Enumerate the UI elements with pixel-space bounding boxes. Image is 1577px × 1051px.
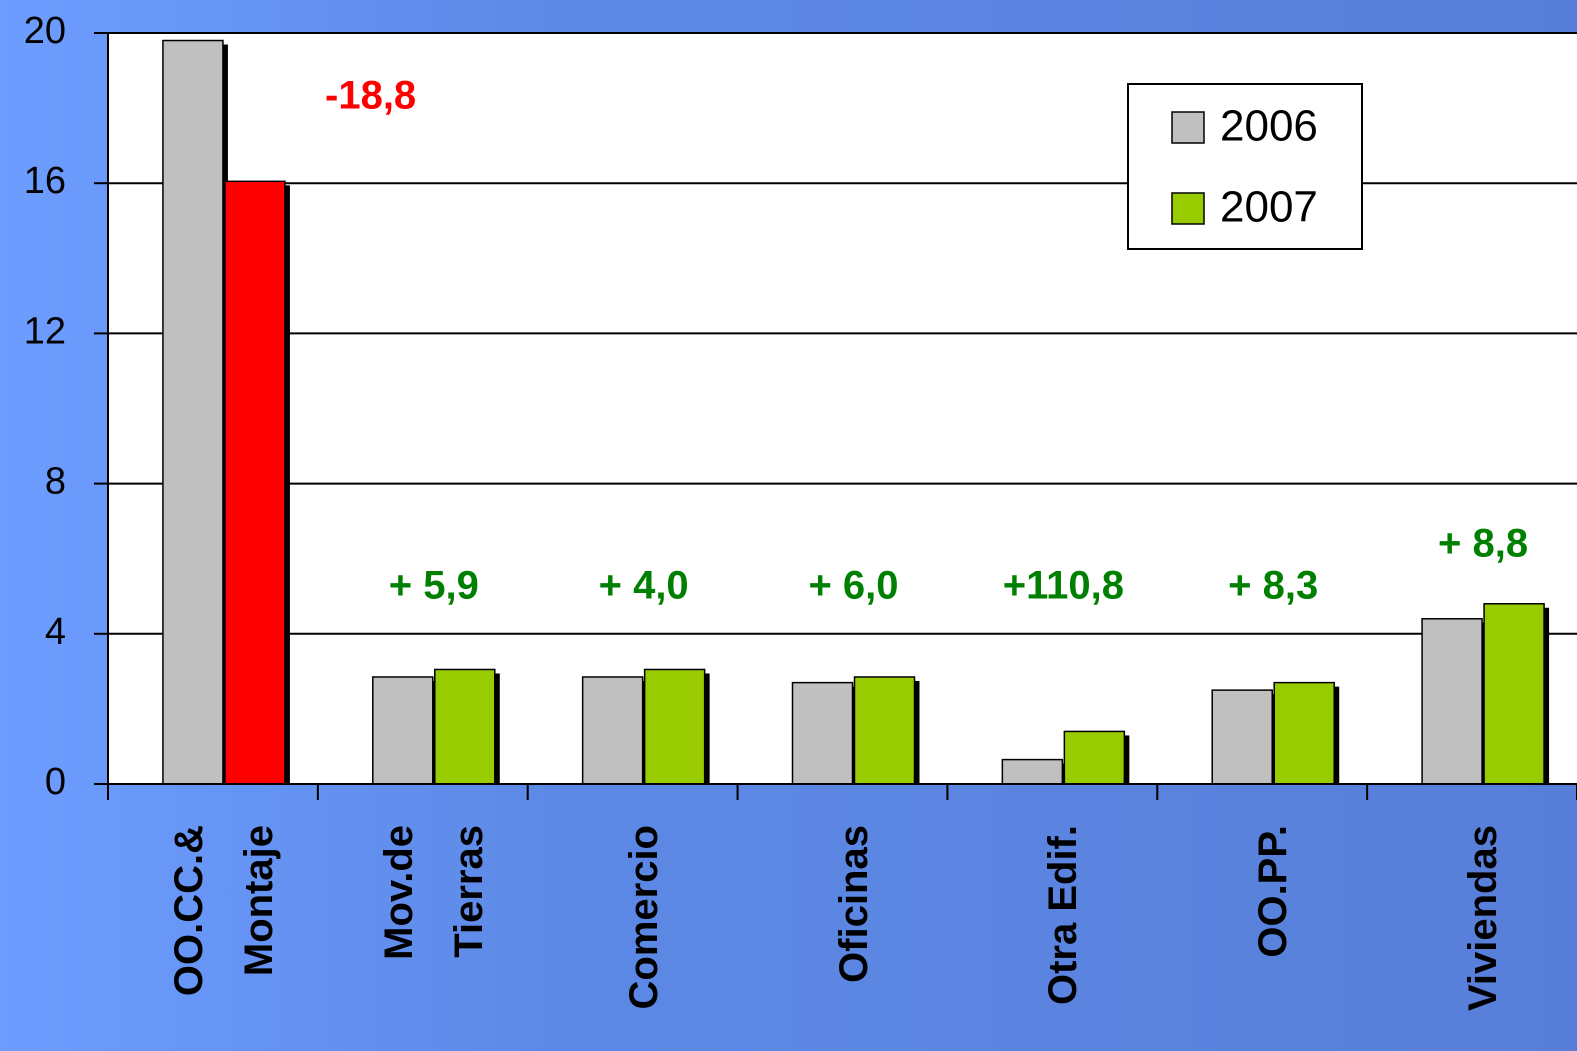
- annotation: + 8,3: [1228, 564, 1318, 608]
- bar: [372, 676, 434, 785]
- annotation: -18,8: [325, 74, 416, 118]
- x-tick-label: Viviendas: [1461, 825, 1506, 1012]
- x-tick-label: Oficinas: [831, 825, 876, 983]
- x-tick-label: OO.CC.& Montaje: [166, 825, 281, 997]
- bar: [1001, 758, 1064, 785]
- y-tick-label: 4: [45, 611, 66, 653]
- y-tick-label: 16: [24, 160, 66, 202]
- x-tick-label: Otra Edif.: [1041, 825, 1086, 1006]
- bar: [162, 39, 224, 785]
- annotation: + 8,8: [1438, 522, 1528, 566]
- bar: [224, 180, 286, 785]
- x-tick-label: OO.PP.: [1251, 825, 1296, 958]
- y-tick-label: 20: [24, 10, 66, 52]
- bar: [643, 668, 706, 785]
- annotation: + 4,0: [599, 564, 689, 608]
- legend-swatch: [1171, 111, 1205, 144]
- bar: [791, 681, 854, 785]
- bar: [1063, 730, 1126, 785]
- bar: [1211, 689, 1273, 785]
- y-tick-label: 8: [45, 461, 66, 503]
- bar: [1421, 618, 1483, 785]
- annotation: + 5,9: [389, 564, 479, 608]
- bar: [434, 668, 496, 785]
- x-tick-label: Comercio: [621, 825, 666, 1010]
- annotation: +110,8: [1003, 564, 1124, 608]
- legend-label: 2006: [1220, 102, 1318, 151]
- y-tick-label: 0: [45, 761, 66, 803]
- bar: [1483, 603, 1545, 785]
- x-tick-label: Mov.de Tierras: [376, 825, 491, 960]
- y-tick-label: 12: [24, 310, 66, 352]
- bar: [1273, 681, 1335, 785]
- annotation: + 6,0: [808, 564, 898, 608]
- legend-swatch: [1171, 192, 1205, 225]
- legend-box: [1127, 83, 1363, 250]
- legend-label: 2007: [1220, 183, 1318, 232]
- bar: [853, 676, 916, 785]
- bar: [581, 676, 644, 785]
